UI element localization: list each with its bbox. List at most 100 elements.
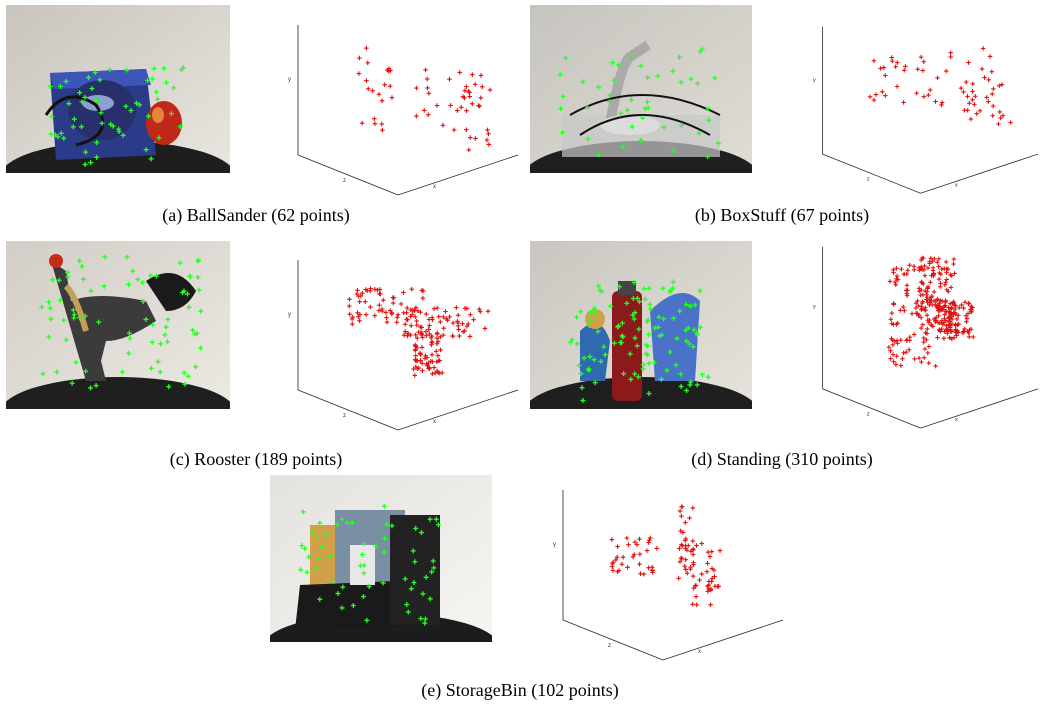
cloud-point (460, 94, 466, 99)
cloud-point (935, 75, 940, 81)
feature-marker (429, 569, 435, 575)
feature-marker (359, 552, 365, 558)
cloud-point (423, 353, 428, 358)
cloud-point (478, 95, 484, 101)
cloud-point (905, 268, 911, 273)
feature-marker (61, 317, 67, 323)
feature-marker (298, 567, 304, 573)
cloud-point (365, 86, 371, 92)
feature-marker (187, 273, 193, 279)
feature-marker (683, 302, 689, 308)
cloud-point (920, 300, 925, 306)
caption-b: (b) BoxStuff (67 points) (694, 205, 870, 225)
cloud-point (413, 364, 419, 370)
cloud-point (687, 515, 692, 521)
feature-marker (77, 90, 83, 96)
feature-marker (380, 580, 386, 586)
cloud-point (933, 99, 938, 104)
feature-marker (660, 285, 666, 291)
feature-marker (319, 544, 325, 550)
feature-marker (148, 273, 154, 279)
axis-frame (822, 246, 1039, 429)
cloud-point (996, 121, 1001, 127)
cloud-point (370, 88, 375, 94)
cloud-point (376, 308, 382, 313)
feature-marker (647, 301, 653, 307)
feature-marker (39, 304, 45, 310)
cloud-point (916, 355, 922, 361)
feature-marker (63, 78, 69, 84)
feature-marker (126, 350, 132, 356)
feature-marker (642, 106, 648, 112)
cloud-point (486, 142, 492, 147)
cloud-point (915, 66, 921, 72)
feature-marker (96, 319, 102, 325)
cloud-point (364, 45, 369, 51)
cloud-point (411, 308, 417, 314)
cloud-point (676, 576, 681, 581)
cloud-point (894, 266, 899, 271)
feature-marker (148, 156, 154, 162)
cloud-point (412, 373, 418, 378)
feature-marker (643, 342, 649, 348)
cloud-point (632, 539, 638, 545)
cloud-point (390, 295, 396, 300)
feature-marker (670, 285, 676, 291)
cloud-point (913, 305, 919, 311)
feature-marker (198, 308, 204, 314)
cloud-point (901, 68, 907, 73)
feature-marker (155, 96, 161, 102)
feature-marker (595, 329, 601, 335)
cloud-point (414, 318, 419, 324)
cloud-point (972, 102, 977, 107)
cloud-point (690, 505, 696, 511)
cloud-point (961, 89, 966, 95)
feature-marker (611, 340, 617, 346)
cloud-point (378, 291, 383, 297)
cloud-point (615, 544, 620, 549)
cloud-point (998, 115, 1003, 121)
cloud-point (619, 561, 625, 567)
cloud-point (935, 308, 941, 313)
cloud-point (699, 541, 705, 546)
feature-marker (304, 569, 310, 575)
cloud-point (679, 504, 684, 510)
feature-marker (683, 327, 689, 333)
cloud-point (999, 82, 1005, 87)
feature-marker (423, 574, 429, 580)
feature-marker (46, 299, 52, 305)
axis-frame (297, 25, 519, 196)
cloud-point (936, 264, 941, 269)
cloud-point (925, 265, 931, 271)
cloud-point (948, 306, 954, 311)
cloud-point (906, 347, 912, 352)
feature-marker (559, 130, 565, 136)
feature-marker (56, 277, 62, 283)
axis-label-z: z (867, 411, 870, 417)
feature-marker (586, 322, 592, 328)
cloud-point (434, 331, 440, 337)
feature-marker (349, 520, 355, 526)
feature-marker (165, 316, 171, 322)
feature-marker (678, 383, 684, 389)
feature-marker (674, 335, 680, 341)
feature-marker (691, 327, 697, 333)
cloud-point (683, 557, 688, 563)
cloud-point (963, 79, 969, 85)
cloud-point (610, 568, 616, 573)
feature-marker (153, 89, 159, 95)
feature-marker (70, 307, 76, 313)
cloud-point (387, 308, 393, 313)
cloud-point (943, 298, 948, 304)
cloud-point (690, 552, 696, 557)
feature-marker (638, 63, 644, 69)
cloud-point (402, 329, 408, 334)
feature-marker (335, 590, 341, 596)
cloud-point (380, 297, 386, 303)
cloud-point (1000, 113, 1006, 118)
cloud-point (384, 315, 389, 320)
cloud-point (679, 543, 685, 549)
feature-marker (646, 391, 652, 397)
cloud-point (919, 306, 925, 312)
cloud-point (404, 310, 409, 315)
